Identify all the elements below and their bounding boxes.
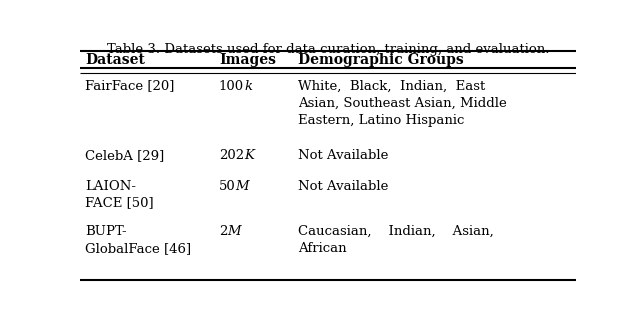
- Text: FairFace [20]: FairFace [20]: [85, 80, 174, 93]
- Text: BUPT-
GlobalFace [46]: BUPT- GlobalFace [46]: [85, 225, 191, 255]
- Text: Caucasian,    Indian,    Asian,
African: Caucasian, Indian, Asian, African: [298, 225, 494, 255]
- Text: k: k: [244, 80, 252, 93]
- Text: Demographic Groups: Demographic Groups: [298, 53, 464, 67]
- Text: K: K: [244, 149, 254, 162]
- Text: 100: 100: [219, 80, 244, 93]
- Text: Table 3. Datasets used for data curation, training, and evaluation.: Table 3. Datasets used for data curation…: [107, 43, 549, 56]
- Text: White,  Black,  Indian,  East
Asian, Southeast Asian, Middle
Eastern, Latino His: White, Black, Indian, East Asian, Southe…: [298, 80, 507, 126]
- Text: 2: 2: [219, 225, 227, 238]
- Text: CelebA [29]: CelebA [29]: [85, 149, 164, 162]
- Text: M: M: [227, 225, 241, 238]
- Text: Not Available: Not Available: [298, 180, 388, 193]
- Text: Not Available: Not Available: [298, 149, 388, 162]
- Text: 202: 202: [219, 149, 244, 162]
- Text: LAION-
FACE [50]: LAION- FACE [50]: [85, 180, 154, 210]
- Text: 50: 50: [219, 180, 236, 193]
- Text: Images: Images: [219, 53, 276, 67]
- Text: M: M: [236, 180, 249, 193]
- Text: Dataset: Dataset: [85, 53, 145, 67]
